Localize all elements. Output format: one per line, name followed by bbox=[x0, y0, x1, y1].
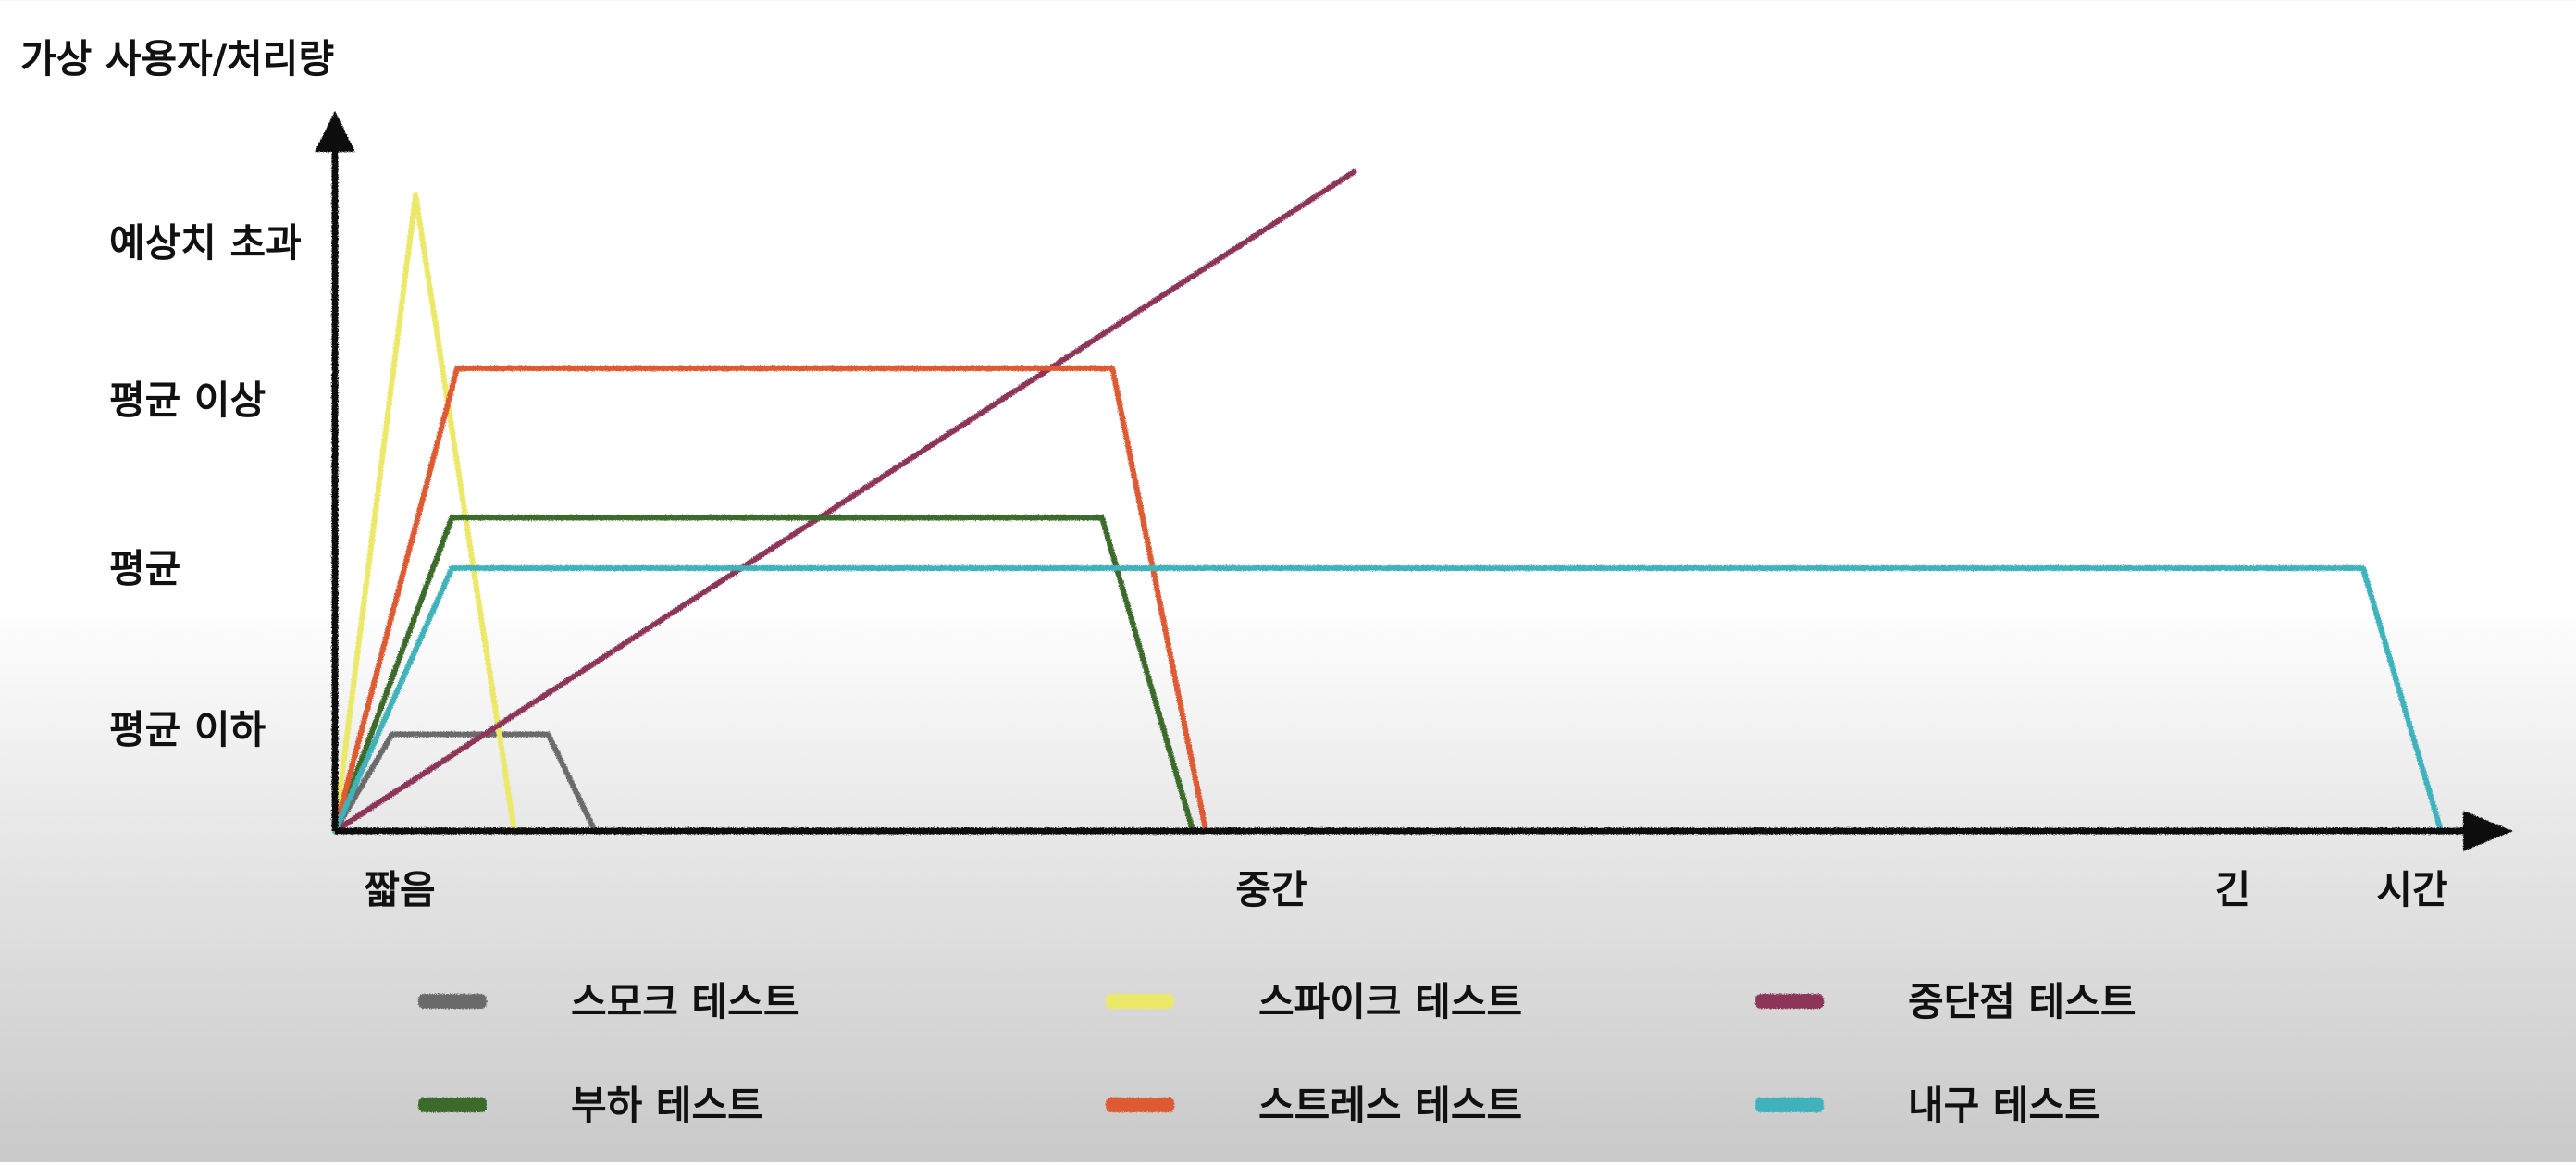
x-tick-label: 긴 bbox=[2215, 867, 2251, 912]
legend-item: 부하 테스트 bbox=[418, 1083, 763, 1128]
series-line-5 bbox=[332, 366, 1209, 834]
series-line-4 bbox=[332, 515, 1196, 834]
x-tick-labels: 짧음 중간 긴 bbox=[364, 867, 2250, 912]
series-line-6 bbox=[332, 565, 2445, 834]
y-tick-label: 평균 이상 bbox=[109, 378, 266, 423]
legend-item: 스모크 테스트 bbox=[418, 979, 799, 1024]
y-axis-title: 가상 사용자/처리량 bbox=[20, 36, 334, 81]
x-axis-title: 시간 bbox=[2376, 867, 2447, 912]
legend-swatch bbox=[418, 1098, 487, 1112]
legend-item: 내구 테스트 bbox=[1755, 1083, 2100, 1128]
legend-swatch bbox=[1106, 994, 1174, 1009]
y-tick-label: 평균 bbox=[109, 546, 180, 591]
legend-item: 스파이크 테스트 bbox=[1106, 979, 1522, 1024]
x-axis-arrow bbox=[2463, 811, 2513, 851]
legend-swatch bbox=[1755, 1098, 1824, 1112]
series-line-3 bbox=[332, 168, 1357, 834]
legend-label: 내구 테스트 bbox=[1908, 1083, 2100, 1128]
series-line-2 bbox=[332, 192, 517, 834]
series-line-1 bbox=[332, 731, 598, 834]
legend-label: 스파이크 테스트 bbox=[1258, 979, 1522, 1024]
x-tick-label: 짧음 bbox=[364, 867, 435, 912]
legend-swatch bbox=[1106, 1098, 1174, 1112]
legend-swatch bbox=[1755, 994, 1824, 1009]
legend-item: 중단점 테스트 bbox=[1755, 979, 2136, 1024]
y-tick-labels: 평균 이하 평균 평균 이상 예상치 초과 bbox=[109, 220, 302, 752]
legend-swatch bbox=[418, 994, 487, 1009]
y-tick-label: 평균 이하 bbox=[109, 707, 266, 752]
x-tick-label: 중간 bbox=[1235, 867, 1307, 912]
legend-label: 중단점 테스트 bbox=[1908, 979, 2136, 1024]
legend-label: 스트레스 테스트 bbox=[1258, 1083, 1522, 1128]
legend-label: 부하 테스트 bbox=[571, 1083, 763, 1128]
legend-label: 스모크 테스트 bbox=[571, 979, 799, 1024]
legend-item: 스트레스 테스트 bbox=[1106, 1083, 1522, 1128]
y-tick-label: 예상치 초과 bbox=[109, 220, 302, 266]
y-axis-arrow bbox=[315, 111, 355, 152]
series-layer bbox=[332, 168, 2445, 834]
axes-layer bbox=[315, 111, 2513, 851]
